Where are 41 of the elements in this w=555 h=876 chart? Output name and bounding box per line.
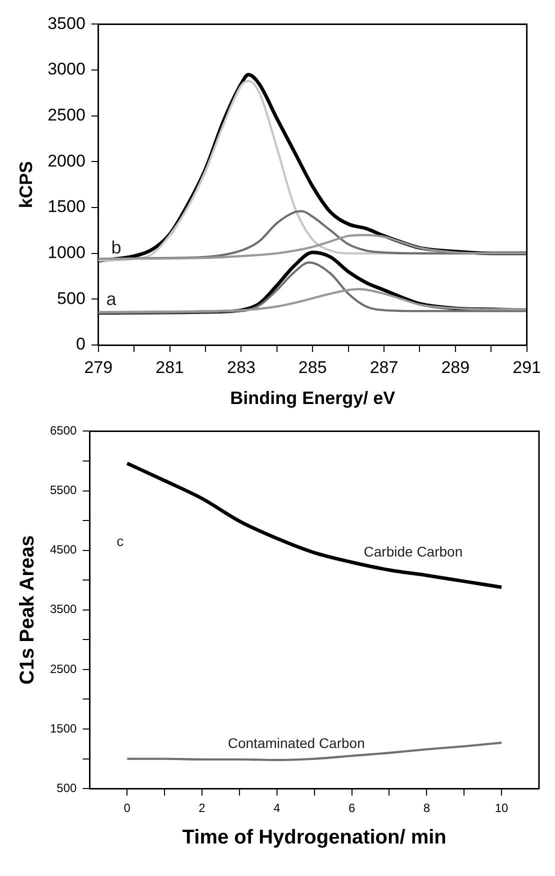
y-tick-label: 500 — [56, 780, 78, 795]
x-axis-title: Time of Hydrogenation/ min — [182, 826, 446, 849]
annotation: c — [116, 532, 124, 549]
y-tick-label: 3500 — [50, 602, 78, 616]
x-tick-label: 6 — [348, 801, 356, 816]
x-tick-label: 4 — [274, 801, 281, 816]
x-tick-label: 2 — [198, 801, 206, 816]
annotation: b — [111, 238, 122, 258]
x-tick-label: 291 — [512, 358, 542, 377]
y-tick-label: 1000 — [48, 243, 86, 262]
annotation: Contaminated Carbon — [228, 734, 365, 751]
y-axis-title: kCPS — [16, 161, 36, 208]
x-tick-label: 279 — [84, 358, 113, 377]
x-tick-label: 10 — [494, 801, 509, 816]
x-tick-label: 283 — [227, 358, 256, 377]
x-tick-label: 0 — [124, 801, 131, 816]
y-tick-label: 6500 — [50, 424, 78, 438]
y-tick-label: 3000 — [48, 60, 86, 79]
x-tick-label: 281 — [156, 358, 184, 377]
annotation: Carbide Carbon — [364, 544, 463, 560]
y-tick-label: 5500 — [50, 483, 78, 498]
y-tick-label: 4500 — [50, 542, 78, 557]
y-tick-label: 1500 — [50, 721, 78, 736]
line-series — [125, 462, 504, 590]
line-series — [98, 261, 527, 314]
y-axis-title: C1s Peak Areas — [16, 535, 39, 685]
x-tick-label: 8 — [423, 801, 430, 816]
y-tick-label: 2000 — [48, 151, 86, 170]
x-tick-label: 287 — [370, 358, 398, 377]
x-tick-label: 289 — [441, 358, 470, 377]
line-series — [98, 234, 527, 260]
y-tick-label: 3500 — [48, 14, 86, 33]
y-tick-label: 500 — [57, 288, 86, 308]
annotation: a — [106, 289, 118, 310]
x-axis-title: Binding Energy/ eV — [230, 388, 396, 408]
y-tick-label: 2500 — [50, 662, 78, 676]
y-tick-label: 2500 — [48, 106, 86, 125]
x-tick-label: 285 — [298, 358, 327, 377]
y-tick-label: 1500 — [48, 197, 86, 216]
line-series — [98, 288, 527, 314]
y-tick-label: 0 — [76, 334, 86, 354]
